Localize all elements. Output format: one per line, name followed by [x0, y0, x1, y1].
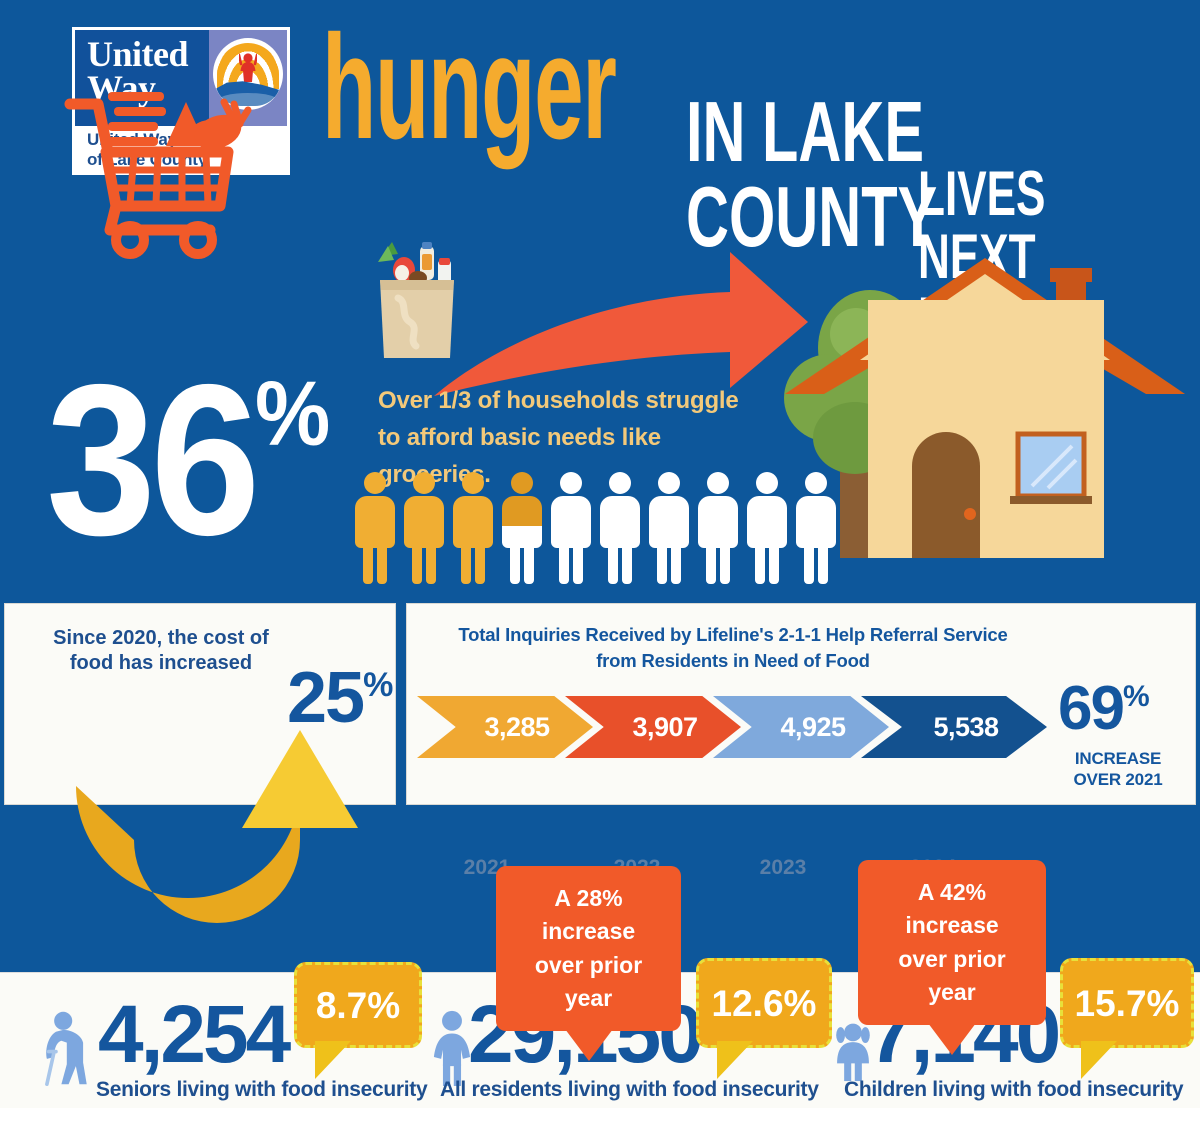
person-pictogram — [597, 468, 643, 586]
chevron-value-2023: 4,925 — [780, 711, 846, 742]
callout-all-residents-text: A 28% increase over prior year — [534, 885, 643, 1012]
callout-tail — [564, 1029, 613, 1062]
stat-seniors-percent-bubble: 8.7% — [294, 962, 422, 1079]
stat-seniors: 4,254 Seniors living with food insecurit… — [0, 972, 428, 1108]
curved-up-arrow-icon — [58, 690, 388, 975]
stat-seniors-number: 4,254 — [98, 989, 291, 1080]
chevron-value-2022: 3,907 — [632, 711, 698, 742]
person-pictogram — [744, 468, 790, 586]
people-pictogram-row — [352, 468, 842, 590]
person-pictogram — [646, 468, 692, 586]
hero-percent-symbol: % — [254, 363, 331, 465]
headline-word-hunger: hunger — [322, 5, 617, 170]
stat-all-residents-caption: All residents living with food insecurit… — [440, 1078, 819, 1101]
chart-annotation-percent: 69% — [1058, 678, 1150, 740]
senior-with-cane-icon — [36, 1010, 94, 1091]
stat-all-residents-percent: 12.6% — [711, 982, 817, 1024]
callout-children: A 42% increase over prior year — [858, 860, 1046, 1056]
hero-percent: 36% — [46, 352, 330, 567]
logo-word-united: United — [87, 34, 189, 74]
person-pictogram-partial — [499, 468, 545, 586]
stat-seniors-caption: Seniors living with food insecurity — [96, 1078, 428, 1101]
person-pictogram — [401, 468, 447, 586]
annotation-caption-line-2: OVER 2021 — [1073, 770, 1163, 790]
food-cost-panel: Since 2020, the cost of food has increas… — [4, 603, 396, 805]
curved-arrow-icon — [430, 248, 870, 458]
hero-statement: Over 1/3 of households struggle to affor… — [378, 387, 739, 489]
chart-annotation-value: 69 — [1058, 674, 1125, 743]
callout-all-residents: A 28% increase over prior year — [496, 866, 681, 1062]
food-cost-percent: 25% — [287, 662, 393, 734]
chevron-bar-2022: 3,907 — [565, 696, 741, 758]
stat-children-percent-bubble: 15.7% — [1060, 958, 1194, 1079]
house-with-tree-icon — [760, 248, 1190, 593]
grocery-bag-icon — [378, 240, 456, 360]
person-pictogram — [695, 468, 741, 586]
chevron-value-2024: 5,538 — [933, 711, 999, 742]
chart-xtick-2023: 2023 — [759, 856, 807, 879]
stat-children-caption: Children living with food insecurity — [844, 1078, 1184, 1101]
person-pictogram — [793, 468, 839, 586]
chevron-bar-2021: 3,285 — [417, 696, 593, 758]
adult-person-icon — [428, 1010, 476, 1091]
chart-annotation-caption: INCREASE OVER 2021 — [1058, 748, 1178, 791]
inquiries-chart-panel: Total Inquiries Received by Lifeline's 2… — [406, 603, 1196, 879]
annotation-caption-line-1: INCREASE — [1074, 749, 1162, 768]
bubble-tail — [1081, 1041, 1117, 1079]
food-cost-percent-value: 25 — [287, 658, 365, 738]
stat-all-residents-percent-bubble: 12.6% — [696, 958, 832, 1079]
stat-seniors-percent: 8.7% — [315, 984, 401, 1026]
chevron-value-2021: 3,285 — [484, 711, 550, 742]
chart-annotation-symbol: % — [1122, 680, 1150, 713]
person-pictogram — [548, 468, 594, 586]
united-way-rainbow-hand-icon — [213, 38, 283, 110]
headline-block: hunger IN LAKE COUNTY LIVES NEXT DOOR. — [322, 14, 1122, 352]
bubble-tail — [717, 1041, 753, 1079]
callout-tail — [928, 1023, 976, 1056]
logo-wordmark: United Way — [87, 34, 207, 106]
callout-children-text: A 42% increase over prior year — [898, 879, 1006, 1006]
person-pictogram — [450, 468, 496, 586]
page-bottom-bleed — [0, 1108, 1200, 1144]
child-icon — [830, 1020, 876, 1087]
person-figure-icon — [237, 52, 259, 82]
chevron-chart: 3,285 3,907 4,925 5,538 2021 2022 2023 2… — [417, 696, 1057, 879]
food-cost-headline: Since 2020, the cost of food has increas… — [53, 627, 269, 674]
food-cost-percent-symbol: % — [363, 666, 393, 704]
headline-in-lake-county: IN LAKE COUNTY — [686, 85, 938, 265]
bubble-tail — [315, 1041, 351, 1079]
chart-title: Total Inquiries Received by Lifeline's 2… — [458, 624, 1008, 671]
person-pictogram — [352, 468, 398, 586]
stat-children-percent: 15.7% — [1074, 982, 1180, 1024]
shopping-cart-icon — [58, 80, 258, 280]
hero-percent-value: 36 — [46, 339, 261, 580]
